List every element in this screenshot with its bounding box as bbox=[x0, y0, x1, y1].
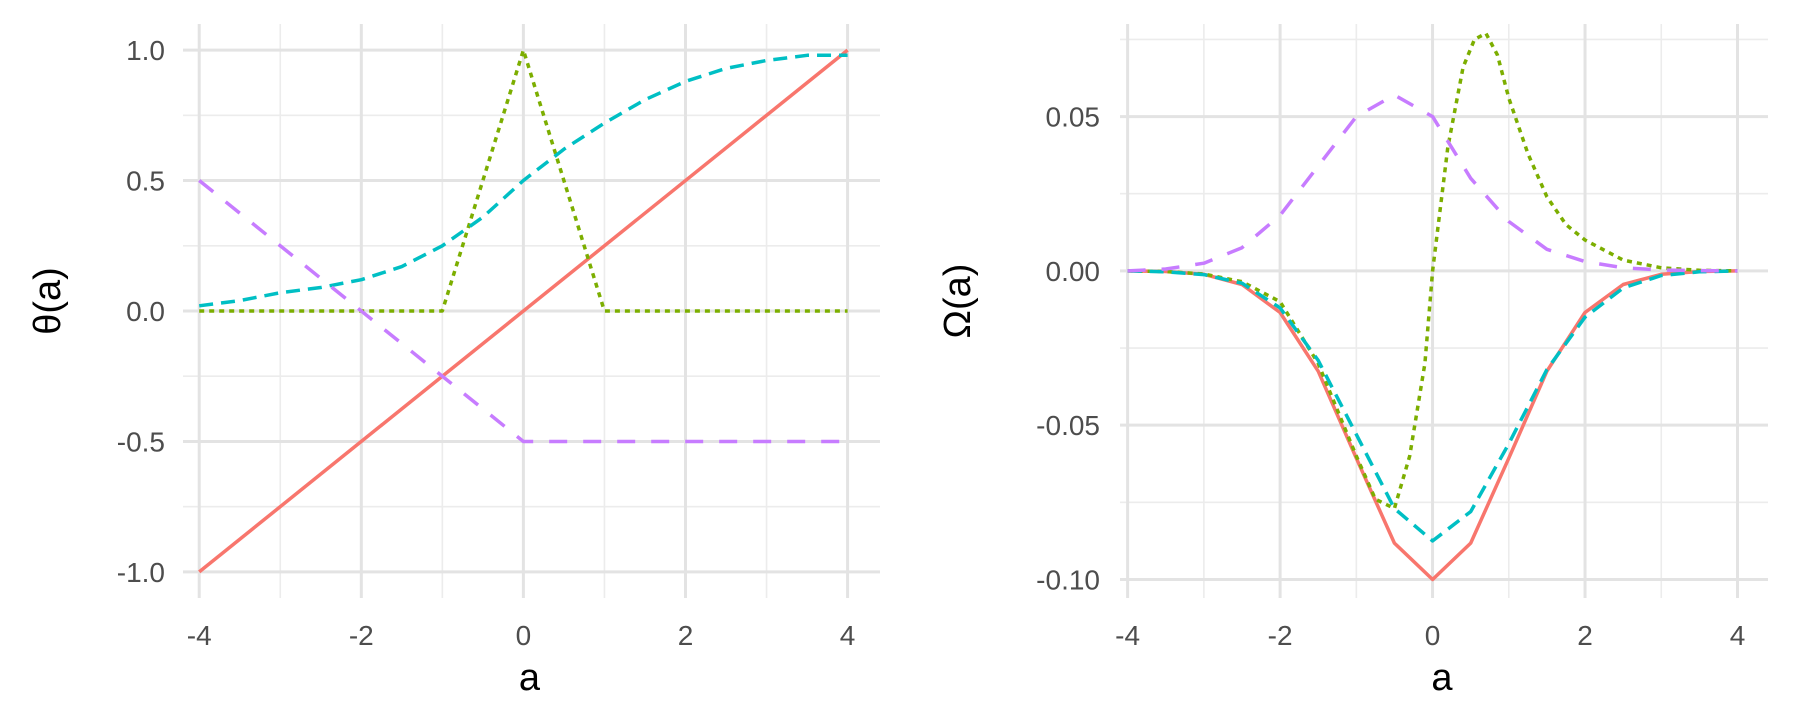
y-tick-label: 1.0 bbox=[126, 35, 165, 66]
x-tick-label: -4 bbox=[187, 620, 212, 651]
y-axis-title: θ(a) bbox=[27, 267, 69, 335]
x-tick-label: 0 bbox=[1425, 620, 1441, 651]
teal-series-line bbox=[198, 53, 848, 308]
y-axis-title: Ω(a) bbox=[937, 264, 979, 339]
omega-panel: -4 -2 0 2 4 -0.10 -0.05 0.00 0.05 a Ω(a) bbox=[937, 24, 1768, 699]
green-series-line bbox=[1127, 31, 1738, 511]
y-tick-label: 0.00 bbox=[1046, 256, 1101, 287]
x-tick-label: -2 bbox=[1268, 620, 1293, 651]
x-tick-label: 2 bbox=[678, 620, 694, 651]
x-tick-label: -4 bbox=[1115, 620, 1140, 651]
x-tick-label: 4 bbox=[840, 620, 856, 651]
x-axis-title: a bbox=[519, 657, 541, 699]
y-tick-label: 0.0 bbox=[126, 296, 165, 327]
y-tick-label: -0.10 bbox=[1036, 564, 1100, 595]
y-tick-label: -0.05 bbox=[1036, 410, 1100, 441]
x-tick-label: 2 bbox=[1577, 620, 1593, 651]
x-tick-label: -2 bbox=[349, 620, 374, 651]
y-tick-label: 0.5 bbox=[126, 166, 165, 197]
x-axis-title: a bbox=[1431, 657, 1453, 699]
purple-series-line bbox=[198, 179, 848, 444]
red-series-line bbox=[198, 48, 849, 574]
purple-series-line bbox=[1127, 93, 1738, 273]
y-tick-label: 0.05 bbox=[1046, 102, 1101, 133]
y-tick-label: -1.0 bbox=[117, 557, 165, 588]
x-tick-label: 0 bbox=[516, 620, 532, 651]
theta-panel: -4 -2 0 2 4 -1.0 -0.5 0.0 0.5 1.0 a θ(a) bbox=[27, 24, 880, 699]
y-tick-label: -0.5 bbox=[117, 426, 165, 457]
red-series-line bbox=[1127, 269, 1738, 582]
teal-series-line bbox=[1127, 269, 1738, 543]
x-tick-label: 4 bbox=[1730, 620, 1746, 651]
